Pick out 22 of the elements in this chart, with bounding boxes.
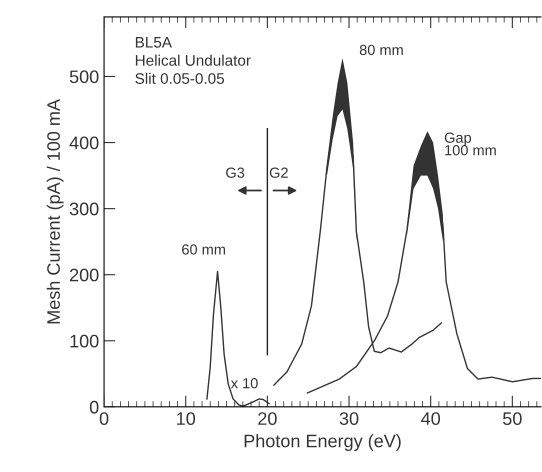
series-label: 60 mm: [182, 244, 225, 255]
y-tick-label: 300: [70, 202, 98, 216]
legend-label: 80 mm: [360, 44, 403, 56]
annotation: BL5A Helical Undulator Slit 0.05-0.05: [135, 37, 251, 84]
y-tick-label: 100: [70, 334, 98, 348]
x-tick-label: 50: [503, 412, 522, 425]
x-tick-label: 0: [100, 412, 108, 425]
y-tick-label: 400: [69, 136, 98, 150]
y-axis-title: Mesh Current (pA) / 100 mA: [46, 99, 64, 324]
annotation: G2: [270, 168, 288, 178]
y-tick-label: 500: [70, 70, 98, 84]
annotation: x 10: [230, 378, 258, 388]
y-tick-label: 0: [90, 400, 98, 414]
x-tick-label: 10: [177, 412, 196, 425]
line-series: [206, 270, 270, 407]
x-tick-label: 20: [258, 412, 277, 425]
x-tick-label: 30: [340, 412, 358, 425]
annotation: G3: [226, 168, 244, 178]
x-tick-label: 40: [421, 412, 440, 425]
series-label: Gap 100 mm: [444, 132, 496, 156]
y-tick-label: 200: [70, 268, 98, 282]
x-axis-title: Photon Energy (eV): [244, 434, 401, 451]
